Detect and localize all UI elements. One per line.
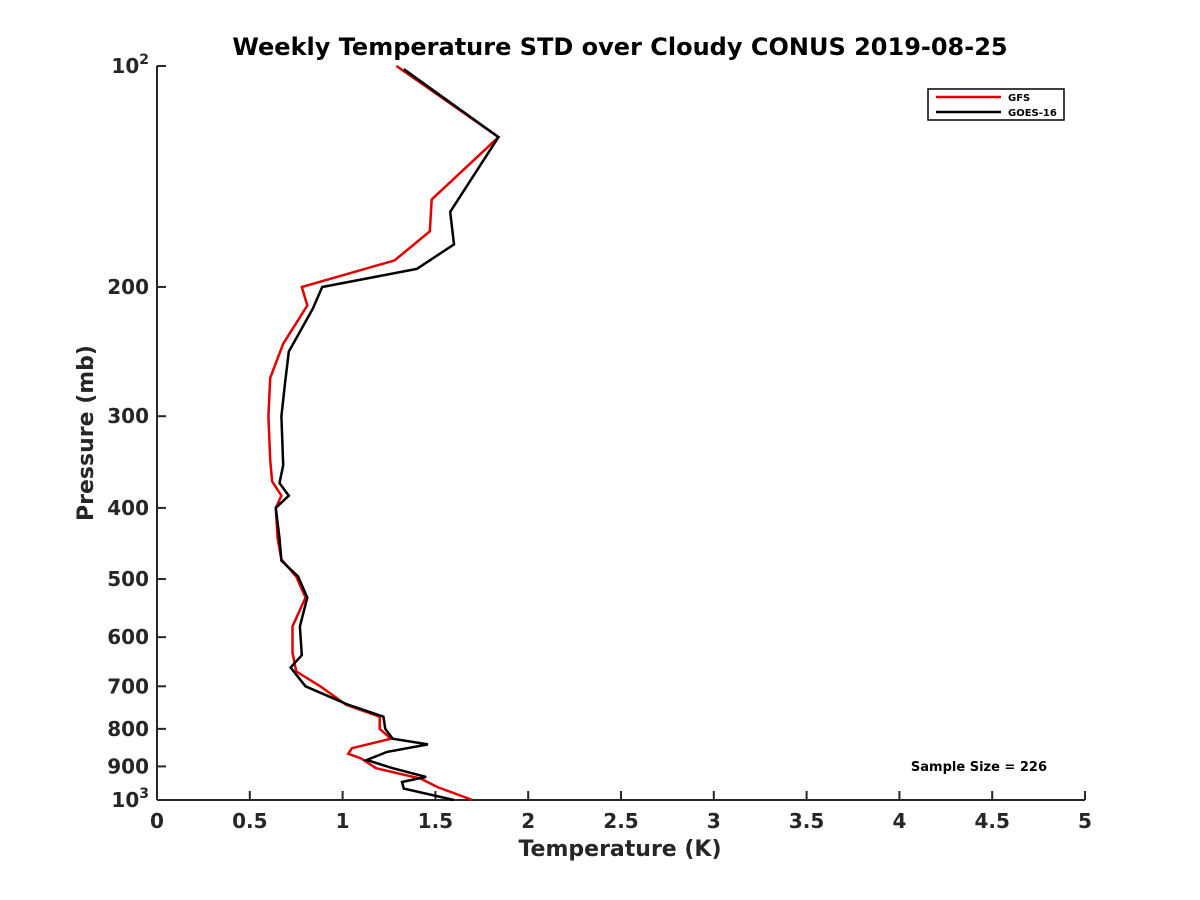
- y-tick-exponent: 3: [139, 786, 149, 802]
- y-tick-text: 900: [107, 754, 149, 778]
- y-tick-text: 500: [107, 567, 149, 591]
- y-tick-label: 700: [107, 674, 149, 698]
- y-tick-text: 700: [107, 674, 149, 698]
- x-tick-label: 0.5: [232, 809, 267, 833]
- y-tick-text: 600: [107, 625, 149, 649]
- y-tick-label: 200: [107, 275, 149, 299]
- x-tick-label: 3: [707, 809, 721, 833]
- y-tick-label: 400: [107, 496, 149, 520]
- x-tick-label: 1.5: [418, 809, 453, 833]
- y-tick-label: 800: [107, 717, 149, 741]
- y-axis-title: Pressure (mb): [74, 345, 99, 521]
- x-tick-label: 0: [150, 809, 164, 833]
- x-tick-label: 5: [1078, 809, 1092, 833]
- x-tick-label: 4: [892, 809, 906, 833]
- y-tick-exponent: 2: [139, 52, 149, 68]
- x-tick-label: 2.5: [603, 809, 638, 833]
- y-tick-base: 10: [111, 54, 139, 78]
- y-tick-label: 500: [107, 567, 149, 591]
- axes: 0 0.5 1 1.5 2 2.5 3 3.5 4 4.5 51022003004005006007…: [107, 52, 1092, 833]
- x-tick-label: 1: [336, 809, 350, 833]
- legend-label: GOES-16: [1008, 108, 1057, 119]
- series-line-gfs: [267, 64, 501, 802]
- series-layer: [267, 64, 501, 802]
- legend-box: [927, 88, 1065, 121]
- x-tick-label: 2: [521, 809, 535, 833]
- y-tick-label: 300: [107, 404, 149, 428]
- x-axis-title: Temperature (K): [518, 837, 721, 862]
- series-line-goes-16: [274, 68, 501, 802]
- sample-size-annotation: Sample Size = 226: [911, 760, 1047, 775]
- y-tick-label: 102: [111, 52, 149, 78]
- y-tick-base: 10: [111, 788, 139, 812]
- y-tick-label: 103: [111, 786, 149, 812]
- legend: GFS GOES-16: [927, 88, 1065, 121]
- y-tick-text: 300: [107, 404, 149, 428]
- y-tick-text: 800: [107, 717, 149, 741]
- y-tick-text: 400: [107, 496, 149, 520]
- y-tick-label: 900: [107, 754, 149, 778]
- x-tick-label: 4.5: [974, 809, 1009, 833]
- y-tick-text: 200: [107, 275, 149, 299]
- y-tick-label: 600: [107, 625, 149, 649]
- legend-label: GFS: [1008, 93, 1030, 104]
- x-tick-label: 3.5: [789, 809, 824, 833]
- chart-title: Weekly Temperature STD over Cloudy CONUS…: [232, 33, 1007, 61]
